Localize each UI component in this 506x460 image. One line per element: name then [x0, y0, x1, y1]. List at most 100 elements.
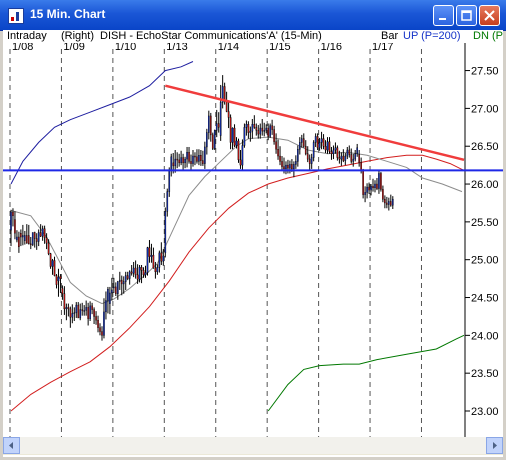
candle-body — [374, 183, 376, 189]
candle-body — [221, 86, 224, 103]
long-moving-average-line — [10, 154, 465, 412]
candle-body — [370, 186, 372, 191]
candle-body — [174, 158, 176, 167]
candle-body — [188, 152, 190, 162]
candle-body — [237, 140, 240, 161]
scroll-right-button[interactable] — [486, 437, 503, 454]
candle-body — [97, 320, 99, 328]
candle-body — [85, 307, 87, 311]
axis-side-label: (Right) — [61, 30, 95, 42]
candle-body — [162, 255, 165, 262]
y-tick-label: 26.50 — [471, 141, 499, 153]
candle-body — [281, 161, 283, 167]
candle-body — [372, 186, 374, 189]
candle-body — [241, 145, 244, 166]
candle-body — [107, 288, 109, 301]
candle-body — [124, 275, 127, 282]
candle-body — [259, 127, 262, 135]
candle-body — [111, 289, 113, 294]
candle-body — [184, 158, 186, 164]
candle-body — [239, 159, 242, 166]
candle-body — [156, 267, 159, 272]
x-date-label: 1/16 — [321, 43, 342, 53]
scroll-left-button[interactable] — [3, 437, 20, 454]
window-title: 15 Min. Chart — [30, 7, 106, 21]
candle-body — [342, 155, 345, 161]
candle-body — [77, 304, 80, 319]
candle-body — [255, 127, 258, 131]
candle-body — [170, 156, 173, 171]
close-button[interactable] — [479, 5, 500, 26]
candle-body — [154, 267, 157, 273]
x-date-label: 1/14 — [218, 43, 239, 53]
candle-body — [117, 281, 119, 294]
x-date-label: 1/09 — [63, 43, 84, 53]
arrow-left-icon — [9, 442, 13, 449]
horizontal-scrollbar[interactable] — [3, 437, 503, 455]
upper-band-line — [10, 61, 194, 185]
candle-body — [289, 164, 291, 169]
candle-body — [299, 142, 301, 150]
candle-body — [10, 211, 12, 231]
candle-body — [144, 272, 147, 276]
candle-body — [336, 147, 339, 158]
candle-body — [61, 288, 64, 294]
minimize-button[interactable] — [433, 5, 454, 26]
candle-body — [310, 157, 313, 164]
candle-body — [227, 111, 230, 118]
candle-body — [101, 331, 103, 336]
title-bar[interactable]: 15 Min. Chart — [0, 0, 506, 31]
candle-body — [297, 149, 299, 162]
candle-body — [346, 149, 349, 157]
candle-body — [265, 127, 267, 131]
candle-body — [204, 146, 206, 164]
candle-body — [320, 138, 323, 143]
candle-body — [328, 141, 331, 152]
candle-body — [178, 159, 180, 164]
candle-body — [326, 141, 329, 151]
candle-body — [186, 152, 188, 160]
candle-body — [53, 260, 56, 276]
candle-body — [225, 101, 228, 112]
interval-label: Intraday — [7, 30, 47, 42]
maximize-button[interactable] — [456, 5, 477, 26]
candle-body — [194, 155, 196, 158]
candle-body — [283, 166, 285, 170]
candle-body — [55, 275, 58, 285]
candle-body — [251, 124, 254, 132]
candle-body — [180, 157, 182, 164]
candle-body — [249, 130, 252, 133]
candle-body — [304, 146, 307, 154]
candle-body — [45, 237, 48, 244]
candle-body — [263, 130, 266, 132]
bar-mode-label: Bar — [381, 30, 399, 42]
chart-area[interactable]: Intraday (Right) DISH - EchoStar Communi… — [3, 30, 503, 457]
candle-body — [91, 305, 93, 310]
candle-body — [168, 170, 171, 192]
candle-body — [257, 130, 260, 135]
candle-body — [172, 162, 175, 167]
candle-body — [275, 141, 277, 150]
candle-body — [245, 124, 248, 128]
candle-body — [140, 267, 143, 271]
candle-body — [380, 173, 382, 190]
candle-body — [322, 138, 325, 147]
y-tick-label: 27.00 — [471, 103, 499, 115]
scroll-track[interactable] — [20, 437, 486, 454]
candle-body — [340, 155, 343, 160]
candle-body — [164, 211, 167, 254]
x-date-label: 1/17 — [372, 43, 393, 53]
candle-body — [105, 300, 107, 313]
candle-body — [384, 198, 386, 204]
candle-body — [115, 286, 117, 294]
y-tick-label: 26.00 — [471, 179, 499, 191]
short-moving-average-line — [10, 136, 463, 305]
price-chart[interactable]: 1/08 1/09 1/10 1/13 1/14 1/15 1/16 1/17 27.50 27.… — [3, 43, 503, 450]
y-tick-label: 24.50 — [471, 293, 499, 305]
candle-body — [376, 183, 378, 189]
candle-body — [67, 307, 70, 310]
candle-body — [128, 271, 131, 279]
arrow-right-icon — [493, 442, 497, 449]
candle-body — [208, 115, 210, 133]
candle-body — [219, 102, 222, 136]
